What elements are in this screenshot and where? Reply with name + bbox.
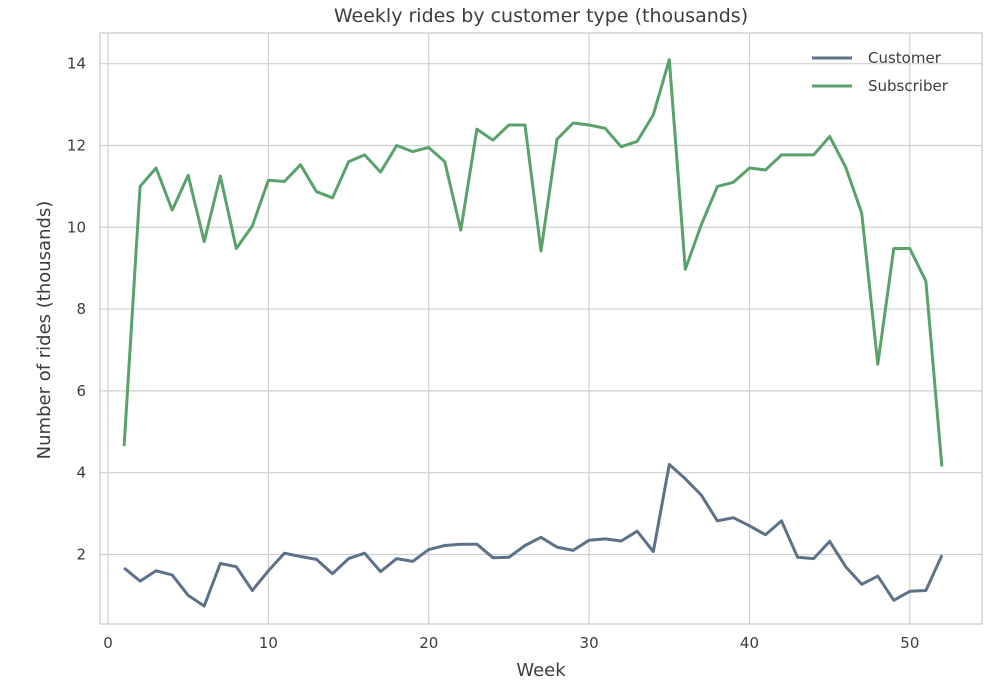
y-tick-label: 6 [76, 382, 86, 400]
x-tick-label: 40 [740, 634, 759, 652]
y-tick-label: 12 [67, 136, 86, 154]
grid [100, 33, 982, 624]
x-tick-label: 50 [900, 634, 919, 652]
y-tick-labels: 2 4 6 8 10 12 14 [67, 55, 86, 564]
y-tick-label: 2 [76, 545, 86, 563]
x-tick-label: 0 [103, 634, 113, 652]
y-tick-label: 4 [76, 464, 86, 482]
x-tick-label: 30 [580, 634, 599, 652]
legend-label-subscriber: Subscriber [868, 77, 949, 95]
legend: Customer Subscriber [812, 49, 949, 95]
plot-lines [122, 58, 944, 608]
y-tick-label: 8 [76, 300, 86, 318]
y-tick-label: 10 [67, 218, 86, 236]
y-axis-label: Number of rides (thousands) [34, 201, 55, 460]
x-axis-label: Week [516, 660, 566, 681]
series-line-customer [123, 463, 944, 608]
series-line-subscriber [122, 58, 944, 467]
chart-title: Weekly rides by customer type (thousands… [334, 5, 748, 27]
legend-label-customer: Customer [868, 49, 942, 67]
y-tick-label: 14 [67, 55, 86, 73]
x-tick-label: 20 [419, 634, 438, 652]
plot-frame [99, 32, 983, 625]
x-tick-label: 10 [259, 634, 278, 652]
x-tick-labels: 0 10 20 30 40 50 [103, 634, 919, 652]
